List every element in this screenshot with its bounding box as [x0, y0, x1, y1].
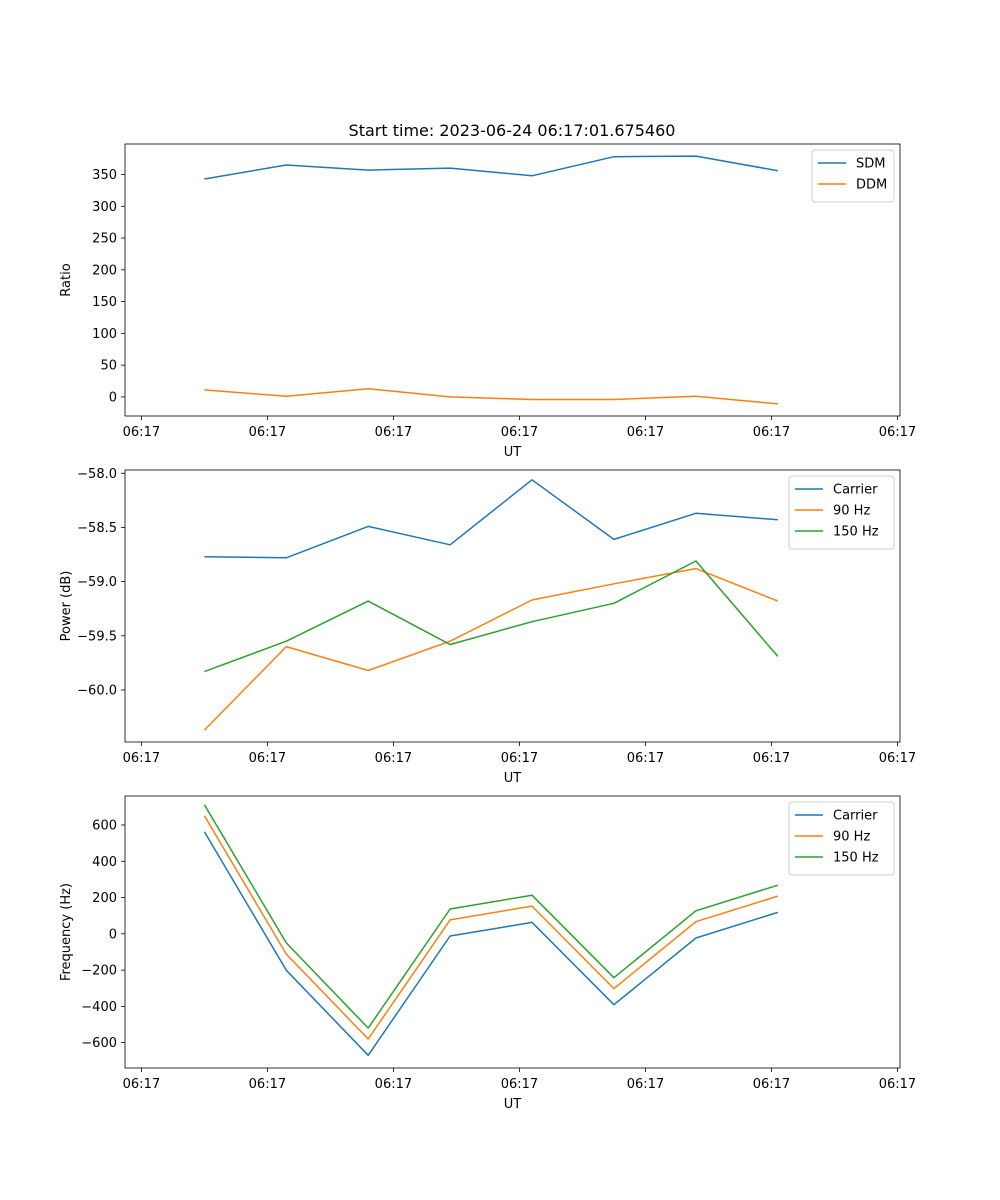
x-tick-label: 06:17	[753, 425, 790, 440]
chart-panel-1: 06:1706:1706:1706:1706:1706:1706:1706:18…	[59, 143, 916, 460]
y-tick-label: 300	[92, 200, 117, 215]
x-tick-label: 06:17	[249, 425, 286, 440]
y-tick-label: 200	[92, 263, 117, 278]
x-tick-label: 06:17	[501, 1077, 538, 1092]
legend-label: 150 Hz	[833, 851, 879, 866]
x-tick-label: 06:17	[501, 425, 538, 440]
y-tick-label: −59.0	[77, 575, 117, 590]
x-tick-label: 06:17	[123, 425, 160, 440]
series-line-carrier	[203, 831, 779, 1057]
x-axis-label: UT	[504, 445, 522, 460]
legend-label: DDM	[856, 178, 887, 193]
y-tick-label: −58.0	[77, 467, 117, 482]
x-axis-label: UT	[504, 1097, 522, 1112]
legend: Carrier 90 Hz 150 Hz	[788, 475, 895, 550]
y-axis-label: Power (dB)	[59, 571, 74, 642]
y-tick-label: −200	[81, 964, 117, 979]
y-tick-label: 350	[92, 168, 117, 183]
x-tick-label: 06:17	[879, 751, 916, 766]
x-tick-label: 06:17	[375, 425, 412, 440]
plot-frame	[124, 795, 901, 1069]
plot-frame	[124, 469, 901, 743]
y-tick-label: 0	[109, 927, 117, 942]
legend-label: SDM	[856, 157, 885, 172]
y-tick-label: 100	[92, 327, 117, 342]
y-tick-label: 150	[92, 295, 117, 310]
x-tick-label: 06:17	[879, 1077, 916, 1092]
legend-label: Carrier	[833, 483, 878, 498]
y-tick-label: 0	[109, 390, 117, 405]
x-tick-label: 06:17	[123, 751, 160, 766]
y-tick-label: 600	[92, 819, 117, 834]
series-line-90-hz	[203, 567, 779, 731]
x-tick-label: 06:17	[879, 425, 916, 440]
x-tick-label: 06:17	[753, 751, 790, 766]
y-axis-label: Frequency (Hz)	[59, 883, 74, 981]
y-tick-label: 200	[92, 891, 117, 906]
y-tick-label: −58.5	[77, 521, 117, 536]
series-line-carrier	[204, 479, 778, 559]
legend-label: Carrier	[833, 809, 878, 824]
x-tick-label: 06:17	[501, 751, 538, 766]
figure-title: Start time: 2023-06-24 06:17:01.675460	[349, 121, 676, 140]
chart-panel-2: 06:1706:1706:1706:1706:1706:1706:1706:18…	[59, 467, 916, 786]
x-tick-label: 06:17	[627, 751, 664, 766]
x-tick-label: 06:17	[375, 1077, 412, 1092]
legend-label: 150 Hz	[833, 525, 879, 540]
x-tick-label: 06:17	[123, 1077, 160, 1092]
series-line-150-hz	[203, 804, 779, 1029]
series-line-90-hz	[203, 815, 779, 1040]
legend-label: 90 Hz	[833, 504, 870, 519]
y-tick-label: −600	[81, 1036, 117, 1051]
x-tick-label: 06:17	[249, 1077, 286, 1092]
x-axis-label: UT	[504, 771, 522, 786]
legend: Carrier 90 Hz 150 Hz	[788, 801, 895, 876]
y-tick-label: −59.5	[77, 629, 117, 644]
y-tick-label: −400	[81, 1000, 117, 1015]
x-tick-label: 06:17	[375, 751, 412, 766]
x-tick-label: 06:17	[627, 425, 664, 440]
series-line-sdm	[204, 155, 778, 180]
y-tick-label: 400	[92, 855, 117, 870]
x-tick-label: 06:17	[627, 1077, 664, 1092]
chart-panel-3: 06:1706:1706:1706:1706:1706:1706:1706:18…	[59, 795, 916, 1112]
plot-frame	[124, 143, 901, 417]
legend: SDM DDM	[811, 149, 895, 203]
y-tick-label: −60.0	[77, 683, 117, 698]
series-line-ddm	[204, 387, 778, 405]
y-axis-label: Ratio	[59, 263, 74, 296]
y-tick-label: 50	[100, 359, 117, 374]
series-line-150-hz	[204, 560, 779, 673]
y-tick-label: 250	[92, 232, 117, 247]
legend-label: 90 Hz	[833, 830, 870, 845]
x-tick-label: 06:17	[753, 1077, 790, 1092]
x-tick-label: 06:17	[249, 751, 286, 766]
